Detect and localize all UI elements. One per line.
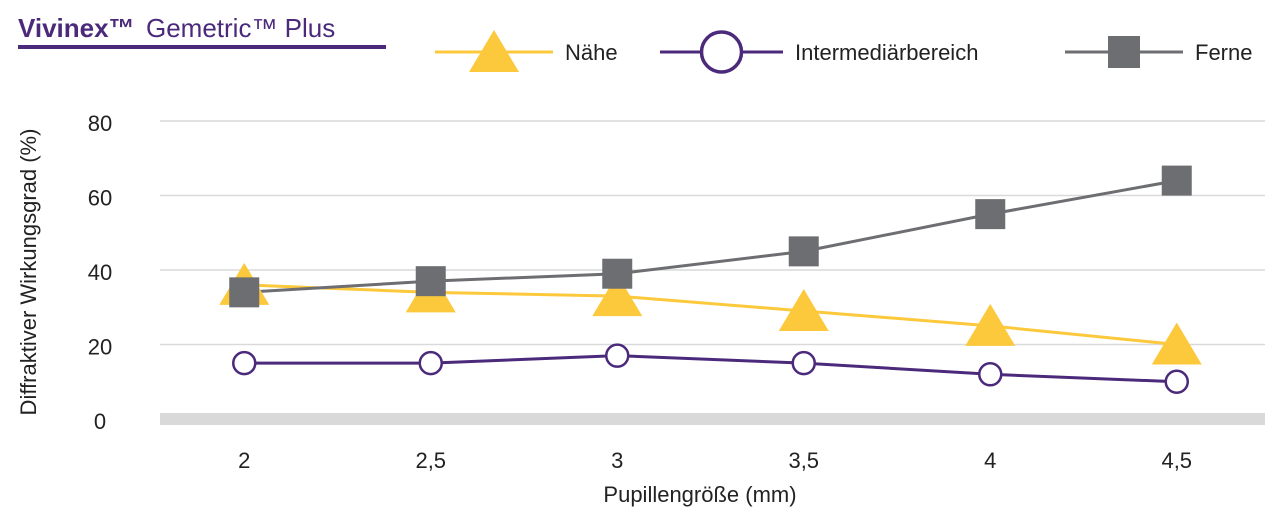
legend-marker: [1108, 36, 1140, 68]
x-tick-label: 3: [611, 448, 623, 473]
circle-marker: [1164, 369, 1189, 394]
y-tick-label: 20: [88, 334, 112, 359]
chart-title-brand: Vivinex™: [18, 13, 135, 43]
y-tick-label: 60: [88, 185, 112, 210]
chart-title-product: Gemetric™ Plus: [146, 13, 335, 43]
y-tick-label: 0: [94, 409, 106, 434]
square-marker: [415, 266, 446, 297]
square-marker: [229, 277, 260, 308]
circle-marker: [978, 362, 1003, 387]
legend-label: Ferne: [1195, 40, 1252, 65]
legend-marker: [699, 30, 744, 74]
triangle-marker: [592, 274, 643, 317]
x-axis-label: Pupillengröße (mm): [603, 482, 796, 507]
triangle-marker: [965, 303, 1016, 346]
square-marker: [975, 199, 1006, 230]
legend-label: Intermediärbereich: [795, 40, 978, 65]
series-line: [244, 354, 1177, 384]
legend-marker: [469, 30, 519, 72]
legend-label: Nähe: [565, 40, 618, 65]
y-tick-label: 40: [88, 260, 112, 285]
circle-marker: [418, 350, 443, 376]
y-tick-label: 80: [88, 111, 112, 136]
circle-marker: [791, 350, 816, 376]
series-line: [244, 179, 1178, 294]
triangle-marker: [778, 288, 829, 331]
square-marker: [602, 258, 633, 289]
x-tick-label: 4,5: [1161, 448, 1192, 473]
circle-marker: [232, 350, 257, 376]
title-underline: [18, 45, 386, 49]
x-tick-label: 4: [984, 448, 996, 473]
square-marker: [1161, 165, 1192, 196]
x-tick-label: 2: [238, 448, 250, 473]
series-line: [244, 283, 1177, 346]
circle-marker: [605, 343, 630, 368]
x-tick-label: 3,5: [788, 448, 819, 473]
x-tick-label: 2,5: [415, 448, 446, 473]
triangle-marker: [1151, 322, 1202, 365]
y-axis-label: Diffraktiver Wirkungsgrad (%): [16, 129, 41, 416]
square-marker: [788, 236, 819, 267]
